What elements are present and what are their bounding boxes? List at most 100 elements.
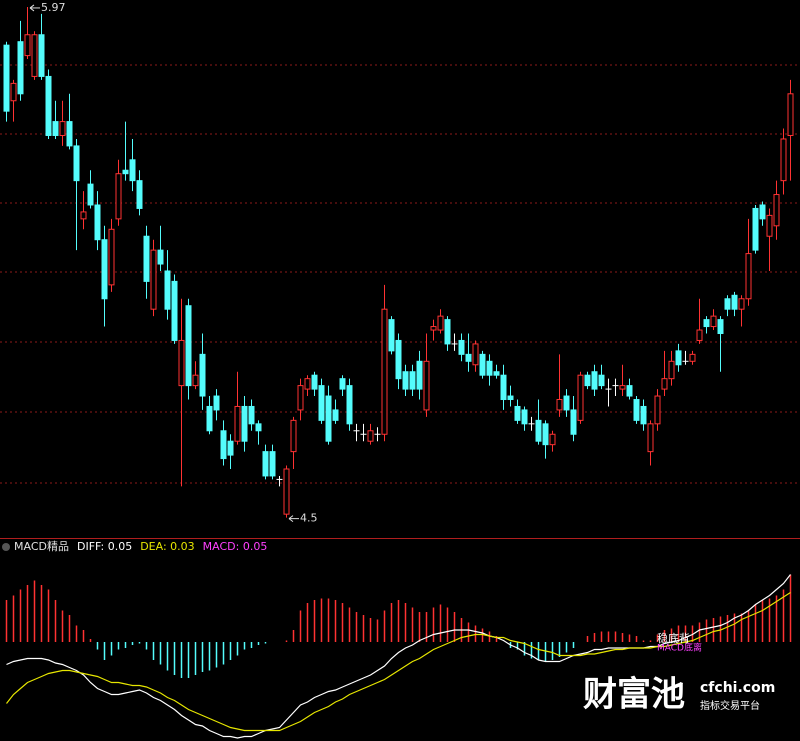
candle-body <box>38 34 45 77</box>
candle-body <box>766 214 773 237</box>
candle-body <box>17 41 24 95</box>
candle-body <box>3 44 10 112</box>
candle-body <box>269 451 276 477</box>
candle-body <box>241 405 248 442</box>
candle-body <box>689 353 696 362</box>
candle-body <box>472 343 479 366</box>
extreme-label: 4.5 <box>300 512 318 525</box>
candle-body <box>675 350 682 366</box>
candle-body <box>185 305 192 387</box>
candle-body <box>129 159 136 182</box>
candle-body <box>381 308 388 435</box>
candle-body <box>199 353 206 397</box>
candle-body <box>262 451 269 477</box>
signal-label: MACD底离 <box>657 642 702 654</box>
candle-body <box>150 249 157 310</box>
candle-body <box>640 405 647 425</box>
signal-label: 稳底背 <box>657 631 690 645</box>
candle-body <box>591 371 598 390</box>
candle-body <box>479 353 486 376</box>
candle-body <box>80 211 87 220</box>
candle-body <box>570 409 577 435</box>
candle-body <box>346 385 353 425</box>
candle-body <box>192 374 199 387</box>
candle-body <box>563 395 570 411</box>
candle-body <box>787 93 794 136</box>
candle-body <box>122 169 129 175</box>
indicator-title: MACD精品 <box>14 540 69 553</box>
candle-body <box>500 374 507 401</box>
candle-body <box>416 360 423 390</box>
candle-body <box>542 423 549 446</box>
candle-body <box>430 326 437 331</box>
candle-body <box>101 239 108 300</box>
candle-body <box>409 371 416 390</box>
macd-line <box>6 574 791 739</box>
candle-body <box>24 34 31 57</box>
candle-body <box>710 315 717 328</box>
candle-body <box>367 430 374 442</box>
candle-body <box>227 440 234 456</box>
macd-line <box>6 591 791 732</box>
candle-body <box>318 385 325 421</box>
candle-body <box>493 371 500 376</box>
candle-body <box>255 423 262 432</box>
candle-body <box>402 371 409 390</box>
candle-body <box>220 430 227 460</box>
candle-body <box>171 280 178 341</box>
candle-body <box>731 294 738 310</box>
candle-body <box>332 409 339 421</box>
candle-body <box>759 204 766 220</box>
watermark-brand: 财富池 <box>583 675 685 715</box>
indicator-icon[interactable] <box>2 543 10 551</box>
candle-body <box>388 319 395 352</box>
candle-body <box>94 204 101 241</box>
candle-body <box>108 228 115 286</box>
candle-body <box>311 374 318 390</box>
candle-body <box>304 378 311 390</box>
candle-body <box>633 399 640 421</box>
candle-body <box>290 419 297 453</box>
candle-body <box>10 82 17 102</box>
candle-body <box>66 121 73 147</box>
candle-body <box>584 374 591 387</box>
candle-body <box>654 395 661 425</box>
candle-body <box>647 423 654 453</box>
candle-body <box>206 405 213 432</box>
candle-body <box>213 395 220 411</box>
candle-body <box>752 207 759 251</box>
candle-body <box>87 183 94 206</box>
candle-body <box>164 270 171 310</box>
candle-body <box>178 339 185 387</box>
candle-body <box>738 298 745 310</box>
candle-body <box>458 339 465 355</box>
candle-body <box>115 173 122 220</box>
candle-body <box>465 353 472 362</box>
candle-body <box>514 405 521 421</box>
candle-body <box>668 360 675 380</box>
candle-body <box>325 395 332 442</box>
candle-body <box>248 405 255 425</box>
candle-body <box>143 235 150 282</box>
candle-body <box>521 409 528 425</box>
candle-body <box>283 468 290 515</box>
candle-body <box>745 253 752 300</box>
candle-body <box>423 360 430 411</box>
watermark-tagline: 指标交易平台 <box>700 699 760 712</box>
legend-entry: DIFF: 0.05 <box>77 540 132 553</box>
candle-body <box>696 329 703 341</box>
candle-body <box>773 194 780 227</box>
candle-body <box>549 433 556 446</box>
legend-entry: MACD: 0.05 <box>203 540 268 553</box>
candle-body <box>395 339 402 380</box>
candle-body <box>52 121 59 136</box>
candle-body <box>45 75 52 136</box>
extreme-arrowhead <box>288 515 294 523</box>
candle-body <box>703 319 710 328</box>
extreme-arrowhead <box>29 4 35 12</box>
candle-body <box>556 399 563 411</box>
candle-body <box>724 298 731 310</box>
watermark-domain: cfchi.com <box>700 680 775 696</box>
candle-body <box>444 319 451 345</box>
